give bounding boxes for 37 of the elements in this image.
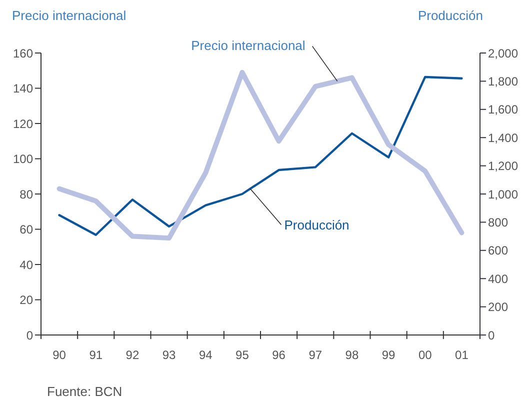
y-tick-label: 160 (12, 46, 34, 60)
y2-tick-label: 400 (488, 272, 508, 286)
y-tick-label: 60 (20, 222, 34, 237)
y2-tick-label: 800 (488, 215, 508, 230)
y2-axis-title: Producción (418, 8, 483, 23)
y-tick-label: 20 (20, 293, 34, 308)
text: Producción (284, 218, 350, 233)
x-tick-label: 99 (382, 348, 396, 362)
x-tick-label: 95 (236, 348, 250, 362)
x-tick-label: 90 (52, 348, 66, 362)
y2-tick-label: 600 (488, 244, 508, 258)
x-tick-label: 98 (345, 348, 359, 362)
y-tick-label: 120 (12, 116, 34, 131)
y2-tick-label: 200 (488, 300, 508, 314)
x-tick-label: 97 (308, 348, 322, 362)
y2-tick-label: 2,000 (488, 46, 518, 60)
y2-tick-label: 1,000 (488, 187, 518, 202)
y2-tick-label: 1,400 (488, 130, 518, 145)
y-tick-label: 100 (12, 152, 34, 166)
y-tick-label: 80 (20, 187, 34, 202)
y-axis-title: Precio internacional (12, 8, 126, 23)
x-tick-label: 92 (126, 348, 140, 362)
y-tick-label: 40 (20, 258, 34, 272)
source-note: Fuente: BCN (47, 384, 122, 399)
x-tick-label: 93 (162, 348, 176, 362)
y-tick-label: 140 (12, 82, 34, 96)
x-tick-label: 94 (198, 348, 213, 362)
y2-tick-label: 1,200 (488, 159, 518, 174)
y2-tick-label: 1,800 (488, 74, 518, 88)
x-tick-label: 91 (89, 348, 103, 362)
x-tick-label: 01 (455, 348, 469, 362)
y-tick-label: 0 (26, 328, 34, 342)
y2-tick-label: 0 (488, 328, 495, 342)
text: Precio internacional (191, 38, 306, 54)
y2-tick-label: 1,600 (488, 102, 518, 117)
x-tick-label: 96 (272, 348, 286, 362)
x-tick-label: 00 (418, 348, 432, 362)
